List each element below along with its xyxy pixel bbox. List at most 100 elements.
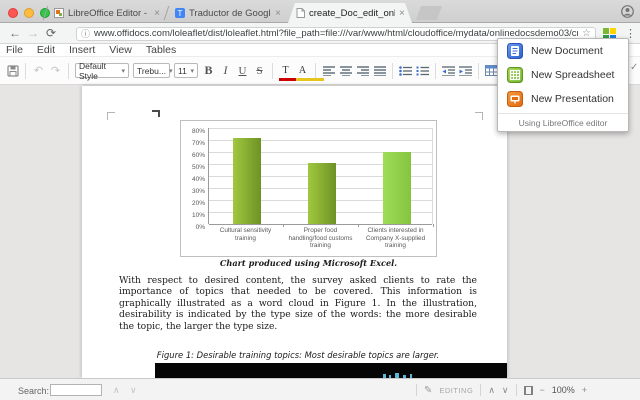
chevron-down-icon: ▾ — [168, 67, 173, 75]
embedded-bar-chart[interactable]: 0% 10% 20% 30% 40% 50% 60% 70% 80% Cultural sens… — [180, 120, 437, 257]
search-prev-icon[interactable]: ∧ — [113, 385, 120, 395]
numbered-list-button[interactable] — [415, 62, 430, 80]
tab-docx-document[interactable]: create_Doc_edit_online.docx × — [288, 3, 412, 23]
wordcloud-fragment — [395, 373, 399, 378]
url-text[interactable]: www.offidocs.com/loleaflet/dist/loleafle… — [94, 28, 578, 39]
menu-tables[interactable]: Tables — [145, 44, 177, 56]
figure-caption: Figure 1: Desirable training topics: Mos… — [156, 350, 440, 360]
bookmark-star-icon[interactable]: ☆ — [582, 28, 591, 39]
profile-avatar-icon[interactable] — [621, 5, 634, 23]
align-justify-button[interactable] — [372, 62, 387, 80]
font-name-select[interactable]: Trebu... ▾ — [133, 63, 173, 78]
search-next-icon[interactable]: ∨ — [130, 385, 137, 395]
size-value: 11 — [178, 65, 187, 76]
undo-icon[interactable]: ↶ — [33, 65, 44, 77]
margin-corner-left — [107, 112, 115, 120]
strikethrough-button[interactable]: S — [256, 64, 263, 77]
menu-item-label: New Document — [531, 45, 603, 57]
menu-item-new-spreadsheet[interactable]: New Spreadsheet — [498, 63, 628, 87]
menu-item-new-document[interactable]: New Document — [498, 39, 628, 63]
chart-category-label: Clients interested in Company X-supplied… — [365, 227, 426, 249]
font-value: Trebu... — [137, 65, 166, 76]
paragraph-style-select[interactable]: Default Style ▾ — [75, 60, 129, 81]
document-page[interactable]: 0% 10% 20% 30% 40% 50% 60% 70% 80% Cultural sens… — [82, 86, 507, 378]
fit-width-icon[interactable] — [523, 385, 533, 395]
search-label: Search: — [18, 386, 50, 396]
page-info-icon[interactable]: ⓘ — [81, 29, 91, 39]
menu-view[interactable]: View — [109, 44, 132, 56]
refresh-icon[interactable]: ⟳ — [45, 26, 57, 40]
wordcloud-image[interactable] — [155, 363, 507, 378]
font-size-select[interactable]: 11 ▾ — [174, 63, 198, 78]
edit-mode-pencil-icon[interactable]: ✎ — [424, 384, 433, 396]
highlight-color-button[interactable]: A — [295, 62, 324, 81]
redo-icon[interactable]: ↷ — [50, 65, 61, 77]
page-up-icon[interactable]: ∧ — [488, 384, 495, 395]
align-center-button[interactable] — [338, 62, 353, 80]
page-down-icon[interactable]: ∨ — [501, 384, 509, 395]
tab-close-icon[interactable]: × — [399, 7, 405, 19]
browser-navbar: ← → ⟳ ⓘ www.offidocs.com/loleaflet/dist/… — [0, 23, 640, 44]
extension-menu-footer: Using LibreOffice editor — [498, 113, 628, 128]
chart-ytick-label: 50% — [191, 163, 205, 171]
back-icon[interactable]: ← — [9, 26, 21, 40]
align-right-button[interactable] — [355, 62, 370, 80]
minimize-window-button[interactable] — [24, 8, 34, 18]
chart-gridline — [209, 224, 432, 225]
search-input[interactable] — [50, 384, 102, 396]
chart-ytick-label: 10% — [191, 211, 205, 219]
zoom-level-value[interactable]: 100% — [551, 385, 575, 395]
chart-ytick-label: 70% — [191, 139, 205, 147]
browser-menu-icon[interactable]: ⋮ — [625, 28, 636, 40]
wordcloud-fragment — [403, 375, 406, 378]
increase-indent-button[interactable] — [458, 62, 473, 80]
chart-gridline — [209, 152, 432, 153]
underline-button[interactable]: U — [238, 64, 247, 77]
menu-item-label: New Spreadsheet — [531, 69, 615, 81]
tab-close-icon[interactable]: × — [154, 7, 160, 19]
font-color-button[interactable]: T — [278, 62, 307, 81]
wordcloud-fragment — [410, 374, 412, 378]
new-tab-button[interactable] — [416, 6, 442, 20]
translate-favicon: T — [175, 8, 185, 18]
extension-dropdown-menu: New Document New Spreadsheet New Present… — [497, 38, 629, 132]
menu-edit[interactable]: Edit — [36, 44, 56, 56]
bullet-list-button[interactable] — [398, 62, 413, 80]
tab-close-icon[interactable]: × — [275, 7, 281, 19]
margin-corner-right — [475, 112, 483, 120]
document-favicon — [296, 8, 305, 18]
menu-insert[interactable]: Insert — [69, 44, 96, 56]
tab-title: Traductor de Google — [189, 7, 272, 19]
editing-status-label: EDITING — [439, 385, 474, 395]
image-anchor-mark — [152, 110, 160, 117]
editor-menubar: File Edit Insert View Tables — [0, 44, 640, 57]
italic-button[interactable]: I — [223, 63, 228, 77]
zoom-out-icon[interactable]: − — [539, 385, 545, 395]
menu-file[interactable]: File — [6, 44, 23, 56]
chart-y-axis: 0% 10% 20% 30% 40% 50% 60% 70% 80% — [181, 128, 205, 231]
menu-item-new-presentation[interactable]: New Presentation — [498, 87, 628, 111]
close-window-button[interactable] — [8, 8, 18, 18]
chart-axis-tick — [358, 224, 359, 227]
tab-google-translate[interactable]: T Traductor de Google × — [167, 3, 287, 23]
zoom-in-icon[interactable]: + — [581, 385, 588, 395]
bold-button[interactable]: B — [204, 63, 213, 77]
forward-icon[interactable]: → — [27, 26, 39, 40]
body-paragraph[interactable]: With respect to desired content, the sur… — [119, 275, 477, 332]
document-canvas[interactable]: 0% 10% 20% 30% 40% 50% 60% 70% 80% Cultural sens… — [0, 85, 640, 378]
save-icon[interactable] — [5, 62, 20, 80]
address-bar[interactable]: ⓘ www.offidocs.com/loleaflet/dist/loleaf… — [76, 26, 596, 41]
editor-statusbar: Search: ∧ ∨ ✎ EDITING ∧ ∨ − 100% + — [0, 378, 640, 400]
font-color-glyph: T — [282, 65, 289, 76]
decrease-indent-button[interactable] — [441, 62, 456, 80]
font-color-swatch — [279, 77, 307, 81]
chart-bar — [307, 162, 336, 224]
style-value: Default Style — [79, 60, 106, 81]
tab-libreoffice-editor[interactable]: LibreOffice Editor - Editar ele × — [46, 3, 166, 23]
chart-ytick-label: 60% — [191, 151, 205, 159]
new-spreadsheet-icon — [507, 67, 523, 83]
spellcheck-icon[interactable]: ✓ — [630, 62, 639, 73]
chart-category-label: Cultural sensitivity training — [219, 227, 272, 242]
align-left-button[interactable] — [321, 62, 336, 80]
